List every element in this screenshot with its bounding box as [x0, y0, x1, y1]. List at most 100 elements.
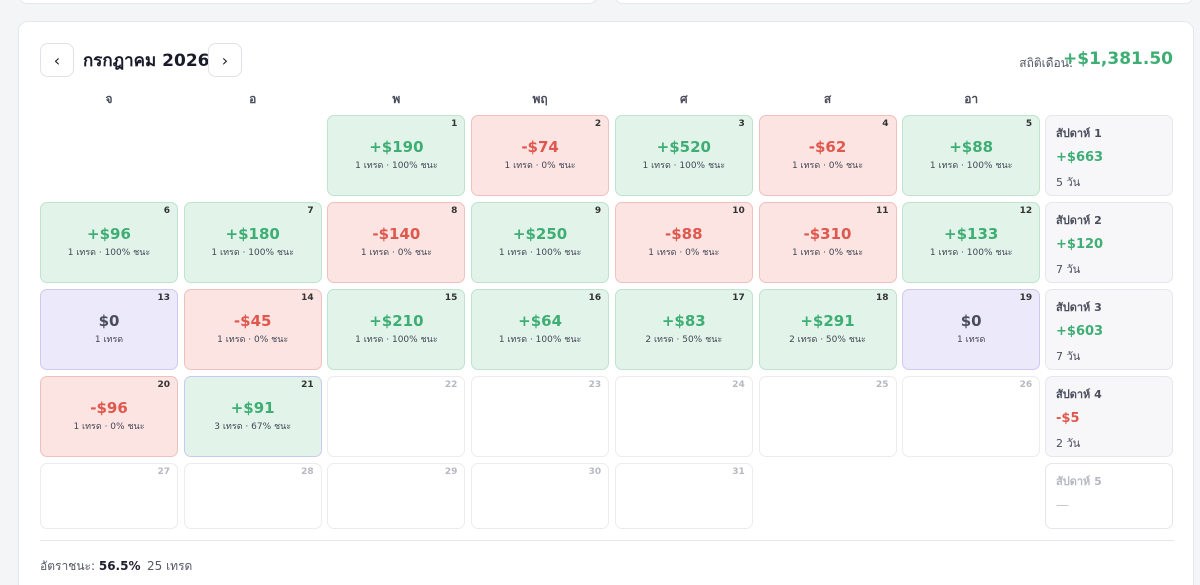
- weekday-label: ศ: [679, 92, 688, 106]
- day-number: 9: [594, 206, 602, 216]
- weekday-label: อ: [249, 92, 257, 106]
- day-cell[interactable]: 2 -$74 1 เทรด · 0% ชนะ: [471, 115, 610, 196]
- day-number: 17: [732, 293, 745, 303]
- day-number: 7: [307, 206, 314, 216]
- week-pnl: +$120: [1056, 237, 1104, 252]
- summary-card-left: [18, 0, 598, 4]
- week-summary: สัปดาห์ 3 +$603 7 วัน: [1045, 289, 1173, 370]
- day-number: 8: [451, 206, 458, 216]
- day-pnl: +$83: [661, 312, 706, 330]
- week-day-count: 5 วัน: [1056, 176, 1081, 189]
- day-cell[interactable]: 5 +$88 1 เทรด · 100% ชนะ: [902, 115, 1041, 196]
- week-summary: สัปดาห์ 5 —: [1045, 463, 1173, 529]
- day-cell[interactable]: 9 +$250 1 เทรด · 100% ชนะ: [471, 202, 610, 283]
- day-pnl: +$180: [225, 225, 280, 243]
- day-cell[interactable]: 25: [758, 376, 897, 457]
- week-pnl: -$5: [1056, 411, 1080, 426]
- month-title: กรกฎาคม 2026: [83, 51, 210, 71]
- day-pnl: +$88: [949, 138, 994, 156]
- day-cell[interactable]: 16 +$64 1 เทรด · 100% ชนะ: [471, 289, 610, 370]
- day-pnl: -$45: [233, 312, 272, 330]
- day-trade-summary: 2 เทรด · 50% ชนะ: [789, 335, 866, 345]
- day-cell[interactable]: 4 -$62 1 เทรด · 0% ชนะ: [758, 115, 897, 196]
- day-number: 23: [588, 380, 602, 390]
- day-cell[interactable]: 28: [183, 463, 322, 529]
- day-cell[interactable]: 20 -$96 1 เทรด · 0% ชนะ: [40, 376, 178, 457]
- week-pnl: +$603: [1056, 324, 1104, 339]
- day-number: 16: [588, 293, 602, 303]
- day-cell[interactable]: 1 +$190 1 เทรด · 100% ชนะ: [327, 115, 466, 196]
- week-summary: สัปดาห์ 1 +$663 5 วัน: [1045, 115, 1173, 196]
- day-trade-summary: 1 เทรด: [94, 335, 124, 345]
- day-cell[interactable]: 21 +$91 3 เทรด · 67% ชนะ: [183, 376, 322, 457]
- weekday-label: ส: [823, 92, 832, 106]
- week-label: สัปดาห์ 3: [1056, 301, 1102, 314]
- calendar-panel: ‹ กรกฎาคม 2026 › สถิติเดือน: +$1,381.50 …: [18, 21, 1194, 585]
- day-cell[interactable]: 10 -$88 1 เทรด · 0% ชนะ: [614, 202, 753, 283]
- day-cell[interactable]: 14 -$45 1 เทรด · 0% ชนะ: [183, 289, 322, 370]
- day-number: 27: [157, 467, 170, 477]
- day-cell[interactable]: 15 +$210 1 เทรด · 100% ชนะ: [327, 289, 466, 370]
- day-number: 25: [875, 380, 889, 390]
- prev-month-button[interactable]: ‹: [40, 43, 74, 77]
- day-cell[interactable]: 11 -$310 1 เทรด · 0% ชนะ: [758, 202, 897, 283]
- day-number: 30: [588, 467, 602, 477]
- day-pnl: -$310: [803, 225, 852, 243]
- monthly-stat-value: +$1,381.50: [1063, 49, 1173, 69]
- day-cell[interactable]: 18 +$291 2 เทรด · 50% ชนะ: [758, 289, 897, 370]
- week-label: สัปดาห์ 5: [1056, 475, 1102, 488]
- day-cell[interactable]: 3 +$520 1 เทรด · 100% ชนะ: [614, 115, 753, 196]
- day-cell[interactable]: 27: [40, 463, 178, 529]
- day-pnl: +$250: [512, 225, 568, 243]
- day-trade-summary: 3 เทรด · 67% ชนะ: [214, 422, 292, 432]
- day-cell[interactable]: 6 +$96 1 เทรด · 100% ชนะ: [40, 202, 178, 283]
- week-label: สัปดาห์ 2: [1056, 214, 1102, 227]
- day-cell[interactable]: 8 -$140 1 เทรด · 0% ชนะ: [327, 202, 466, 283]
- day-cell[interactable]: 7 +$180 1 เทรด · 100% ชนะ: [183, 202, 322, 283]
- day-trade-summary: 1 เทรด · 0% ชนะ: [791, 161, 864, 171]
- day-cell[interactable]: 17 +$83 2 เทรด · 50% ชนะ: [614, 289, 753, 370]
- day-number: 18: [875, 293, 889, 303]
- day-number: 11: [875, 206, 889, 216]
- week-summary: สัปดาห์ 4 -$5 2 วัน: [1045, 376, 1173, 457]
- day-trade-summary: 2 เทรด · 50% ชนะ: [645, 335, 723, 345]
- next-month-button[interactable]: ›: [208, 43, 242, 77]
- day-number: 4: [882, 119, 889, 129]
- day-cell[interactable]: 26: [902, 376, 1041, 457]
- day-pnl: +$133: [944, 225, 999, 243]
- week-pnl: +$663: [1056, 150, 1104, 165]
- day-cell[interactable]: 22: [327, 376, 466, 457]
- day-trade-summary: 1 เทรด · 100% ชนะ: [211, 248, 294, 258]
- day-number: 1: [451, 119, 458, 129]
- day-cell[interactable]: 31: [614, 463, 753, 529]
- day-number: 24: [732, 380, 745, 390]
- day-cell[interactable]: 19 $0 1 เทรด: [902, 289, 1041, 370]
- day-trade-summary: 1 เทรด · 100% ชนะ: [498, 248, 582, 258]
- day-number: 12: [1019, 206, 1033, 216]
- day-pnl: -$96: [90, 399, 128, 417]
- day-pnl: +$520: [656, 138, 711, 156]
- day-trade-summary: 1 เทรด · 100% ชนะ: [355, 335, 438, 345]
- day-cell[interactable]: 23: [471, 376, 610, 457]
- day-trade-summary: 1 เทรด · 0% ชนะ: [791, 248, 864, 258]
- day-pnl: -$140: [372, 225, 421, 243]
- day-number: 2: [594, 119, 602, 129]
- day-cell[interactable]: 13 $0 1 เทรด: [40, 289, 178, 370]
- day-cell[interactable]: 29: [327, 463, 466, 529]
- day-number: 20: [157, 380, 170, 390]
- day-cell[interactable]: 12 +$133 1 เทรด · 100% ชนะ: [902, 202, 1041, 283]
- chevron-left-icon: ‹: [53, 50, 61, 70]
- day-trade-summary: 1 เทรด · 100% ชนะ: [498, 335, 582, 345]
- day-pnl: +$291: [800, 312, 855, 330]
- week-day-count: 2 วัน: [1056, 437, 1081, 450]
- win-rate-value: 56.5%: [98, 559, 141, 573]
- summary-card-right: [614, 0, 1194, 4]
- day-number: 6: [163, 206, 170, 216]
- week-label: สัปดาห์ 4: [1056, 388, 1102, 401]
- day-number: 28: [301, 467, 314, 477]
- day-number: 14: [301, 293, 314, 303]
- day-cell[interactable]: 30: [471, 463, 610, 529]
- day-pnl: $0: [960, 312, 982, 330]
- day-number: 31: [732, 467, 745, 477]
- day-cell[interactable]: 24: [614, 376, 753, 457]
